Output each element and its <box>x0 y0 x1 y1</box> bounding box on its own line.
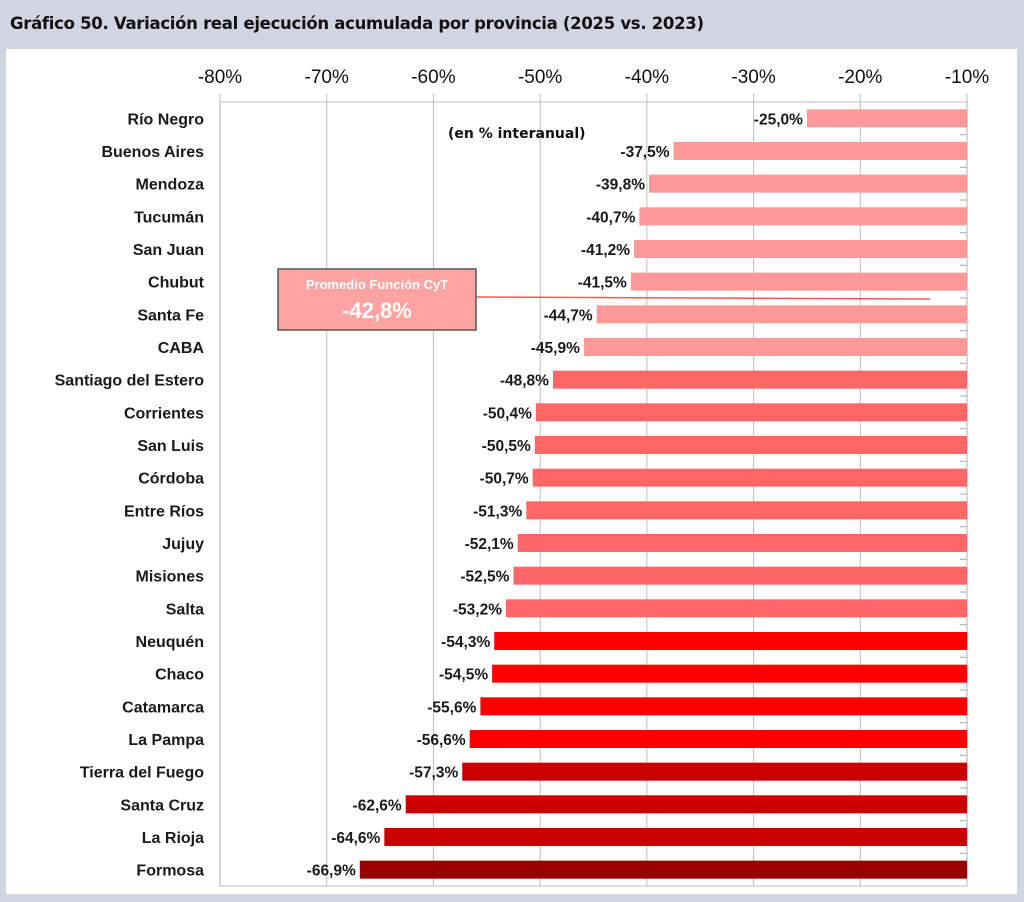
x-tick-label: -60% <box>411 67 455 88</box>
bar <box>492 664 967 683</box>
bar <box>526 501 967 520</box>
category-label: Tucumán <box>134 209 204 226</box>
category-label: Corrientes <box>124 405 204 422</box>
average-line <box>475 296 931 300</box>
category-label: Misiones <box>136 569 205 586</box>
bar <box>634 240 967 258</box>
average-callout-title: Promedio Función CyT <box>306 277 448 292</box>
category-label: Catamarca <box>122 699 204 716</box>
bar <box>505 599 967 618</box>
bars <box>359 109 968 879</box>
gridlines <box>219 94 968 887</box>
data-label: -37,5% <box>620 144 669 161</box>
category-labels: Río Negro Buenos Aires Mendoza Tucumán San J… <box>55 111 205 879</box>
average-callout-box <box>277 268 477 331</box>
bar <box>384 828 968 846</box>
x-tick-label: -50% <box>518 67 562 88</box>
bar <box>596 305 967 324</box>
category-label: Chaco <box>155 667 204 684</box>
value-labels: -25,0% -37,5% -39,8% -40,7% -41,2% -41,5% -44,… <box>307 111 803 879</box>
data-label: -40,7% <box>586 209 635 226</box>
bar <box>583 338 967 356</box>
data-label: -50,7% <box>480 471 529 488</box>
category-label: Entre Ríos <box>124 503 204 520</box>
data-label: -41,2% <box>581 242 630 259</box>
x-tick-label: -70% <box>305 67 349 88</box>
data-label: -50,5% <box>482 438 531 455</box>
category-label: Córdoba <box>138 471 204 488</box>
data-label: -55,6% <box>427 699 476 716</box>
category-label: Tierra del Fuego <box>80 765 204 782</box>
bar <box>359 860 967 879</box>
x-tick-label: -40% <box>625 67 669 88</box>
bar <box>480 697 967 716</box>
category-label: Mendoza <box>136 177 205 194</box>
bar <box>630 272 967 291</box>
data-label: -64,6% <box>331 830 380 847</box>
category-label: CABA <box>158 340 205 357</box>
data-label: -52,1% <box>465 536 514 553</box>
bar <box>532 468 967 487</box>
bar <box>552 370 967 389</box>
data-label: -57,3% <box>409 765 458 782</box>
data-label: -52,5% <box>460 569 509 586</box>
data-label: -66,9% <box>307 863 356 880</box>
average-callout: Promedio Función CyT -42,8% <box>277 268 931 331</box>
bar <box>469 730 967 748</box>
category-label: La Rioja <box>142 830 204 847</box>
data-label: -51,3% <box>473 503 522 520</box>
bar <box>494 632 967 650</box>
chart-title: Gráfico 50. Variación real ejecución acu… <box>10 14 704 33</box>
data-label: -53,2% <box>453 601 502 618</box>
category-label: Chubut <box>148 275 205 292</box>
category-label: San Luis <box>137 438 204 455</box>
data-label: -45,9% <box>531 340 580 357</box>
data-label: -50,4% <box>483 405 532 422</box>
category-label: Buenos Aires <box>101 144 204 161</box>
x-tick-label: -80% <box>198 67 242 88</box>
bar <box>462 762 967 781</box>
bar <box>673 142 967 160</box>
category-label: San Juan <box>133 242 204 259</box>
data-label: -54,5% <box>439 667 488 684</box>
x-tick-label: -30% <box>731 67 775 88</box>
x-axis-ticks: -80% -70% -60% -50% -40% -30% -20% -10% <box>198 67 989 88</box>
bar <box>534 436 967 454</box>
category-label: Formosa <box>136 863 204 880</box>
x-tick-label: -20% <box>838 67 882 88</box>
bar <box>535 403 967 422</box>
bar <box>513 566 967 585</box>
category-label: Jujuy <box>162 536 204 553</box>
data-label: -62,6% <box>353 797 402 814</box>
category-label: Santa Fe <box>137 307 204 324</box>
bar <box>405 795 967 814</box>
category-label: Río Negro <box>128 111 205 128</box>
bar <box>806 109 967 128</box>
category-label: La Pampa <box>128 732 204 749</box>
data-label: -44,7% <box>544 307 593 324</box>
data-label: -41,5% <box>578 275 627 292</box>
bar <box>648 174 967 193</box>
x-tick-label: -10% <box>945 67 989 88</box>
data-label: -48,8% <box>500 373 549 390</box>
category-label: Salta <box>166 601 204 618</box>
category-label: Santiago del Estero <box>55 373 205 390</box>
data-label: -56,6% <box>417 732 466 749</box>
bar <box>517 534 967 552</box>
data-label: -54,3% <box>441 634 490 651</box>
chart-subtitle: (en % interanual) <box>448 126 586 142</box>
data-label: -39,8% <box>596 177 645 194</box>
category-label: Neuquén <box>136 634 204 651</box>
category-label: Santa Cruz <box>120 797 204 814</box>
average-callout-value: -42,8% <box>342 298 412 323</box>
data-label: -25,0% <box>754 111 803 128</box>
bar <box>639 207 967 226</box>
